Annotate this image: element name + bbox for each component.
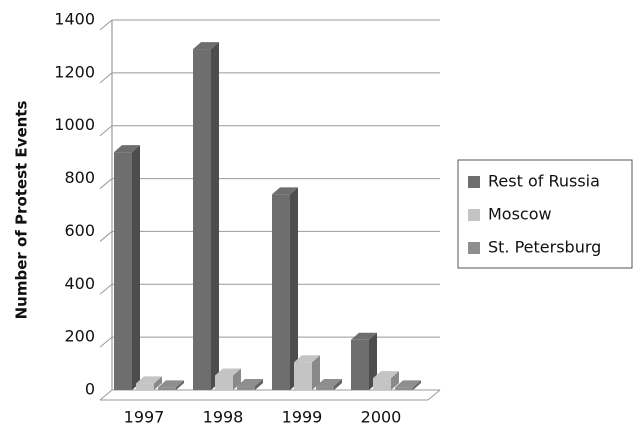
bar	[351, 332, 377, 390]
grid-line-depth	[99, 19, 113, 31]
y-tick-label: 400	[64, 274, 95, 293]
y-tick-label: 1200	[54, 62, 95, 81]
legend-swatch	[468, 242, 480, 254]
y-tick-label: 800	[64, 168, 95, 187]
legend-label: Rest of Russia	[488, 172, 600, 191]
grid-line-depth	[99, 283, 113, 295]
bar	[237, 379, 263, 390]
x-tick-label: 1998	[203, 408, 244, 427]
y-tick-label: 600	[64, 221, 95, 240]
grid-line-depth	[99, 231, 113, 242]
bar	[316, 379, 342, 390]
grid-line-depth	[99, 178, 113, 189]
legend-label: Moscow	[488, 205, 552, 224]
x-tick-label: 1999	[282, 408, 323, 427]
grid-line-depth	[99, 389, 113, 401]
legend-swatch	[468, 209, 480, 221]
bar	[193, 42, 219, 390]
legend-swatch	[468, 176, 480, 188]
legend-label: St. Petersburg	[488, 238, 601, 257]
grid-line-depth	[99, 72, 113, 84]
bar	[158, 380, 184, 390]
bar	[294, 355, 320, 390]
bar	[215, 368, 241, 390]
bar	[272, 187, 298, 390]
x-tick-label: 1997	[124, 408, 165, 427]
y-tick-label: 0	[85, 380, 95, 399]
bar	[395, 380, 421, 390]
y-tick-label: 1000	[54, 115, 95, 134]
bar	[136, 376, 162, 390]
bar	[373, 371, 399, 390]
grid-line-depth	[99, 336, 113, 348]
x-tick-label: 2000	[361, 408, 402, 427]
grid-line-depth	[99, 125, 113, 137]
y-tick-label: 200	[64, 327, 95, 346]
y-tick-label: 1400	[54, 10, 95, 29]
floor-edge	[427, 389, 441, 401]
y-axis-label: Number of Protest Events	[13, 101, 31, 320]
legend-box	[457, 159, 633, 269]
bar	[114, 145, 140, 390]
